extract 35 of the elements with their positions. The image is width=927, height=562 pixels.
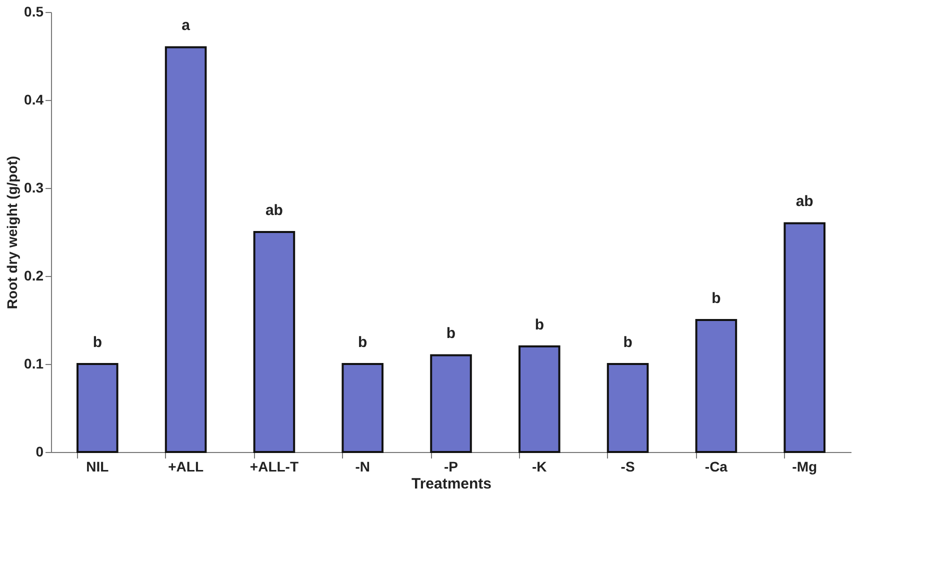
bar — [430, 354, 472, 453]
x-axis-title: Treatments — [411, 476, 492, 492]
y-tick-label: 0.3 — [24, 180, 44, 196]
bar — [518, 345, 560, 453]
annotation: ab — [796, 193, 814, 210]
annotation: b — [534, 316, 544, 334]
annotation: a — [182, 17, 191, 34]
x-tick-label: -S — [620, 458, 635, 474]
bar — [164, 46, 207, 453]
x-tick-label: NIL — [86, 458, 110, 474]
bar — [695, 319, 738, 453]
y-tick-label: 0.5 — [24, 4, 44, 20]
x-tick-label: -N — [355, 458, 370, 474]
bar — [784, 222, 826, 453]
bar — [342, 363, 384, 453]
annotation: b — [358, 334, 368, 351]
annotation: b — [446, 325, 456, 342]
annotation: b — [712, 290, 721, 307]
y-tick-label: 0.4 — [24, 92, 44, 108]
y-tick-label: 0.2 — [24, 268, 44, 284]
annotation: b — [92, 334, 102, 351]
annotation: b — [623, 334, 632, 351]
x-tick-label: -P — [444, 458, 458, 474]
x-tick-label: -Mg — [792, 458, 818, 474]
y-axis-title: Root dry weight (g/pot) — [4, 156, 20, 310]
annotation: ab — [265, 202, 283, 219]
y-tick-label: 0 — [36, 444, 44, 460]
bar — [606, 363, 649, 453]
bar — [76, 363, 118, 453]
x-tick-label: +ALL-T — [250, 458, 299, 474]
y-tick-label: 0.1 — [24, 356, 44, 372]
x-tick-label: +ALL — [168, 458, 204, 474]
bar — [253, 231, 296, 453]
x-tick-label: -Ca — [704, 458, 728, 474]
x-tick-label: -K — [532, 458, 547, 474]
